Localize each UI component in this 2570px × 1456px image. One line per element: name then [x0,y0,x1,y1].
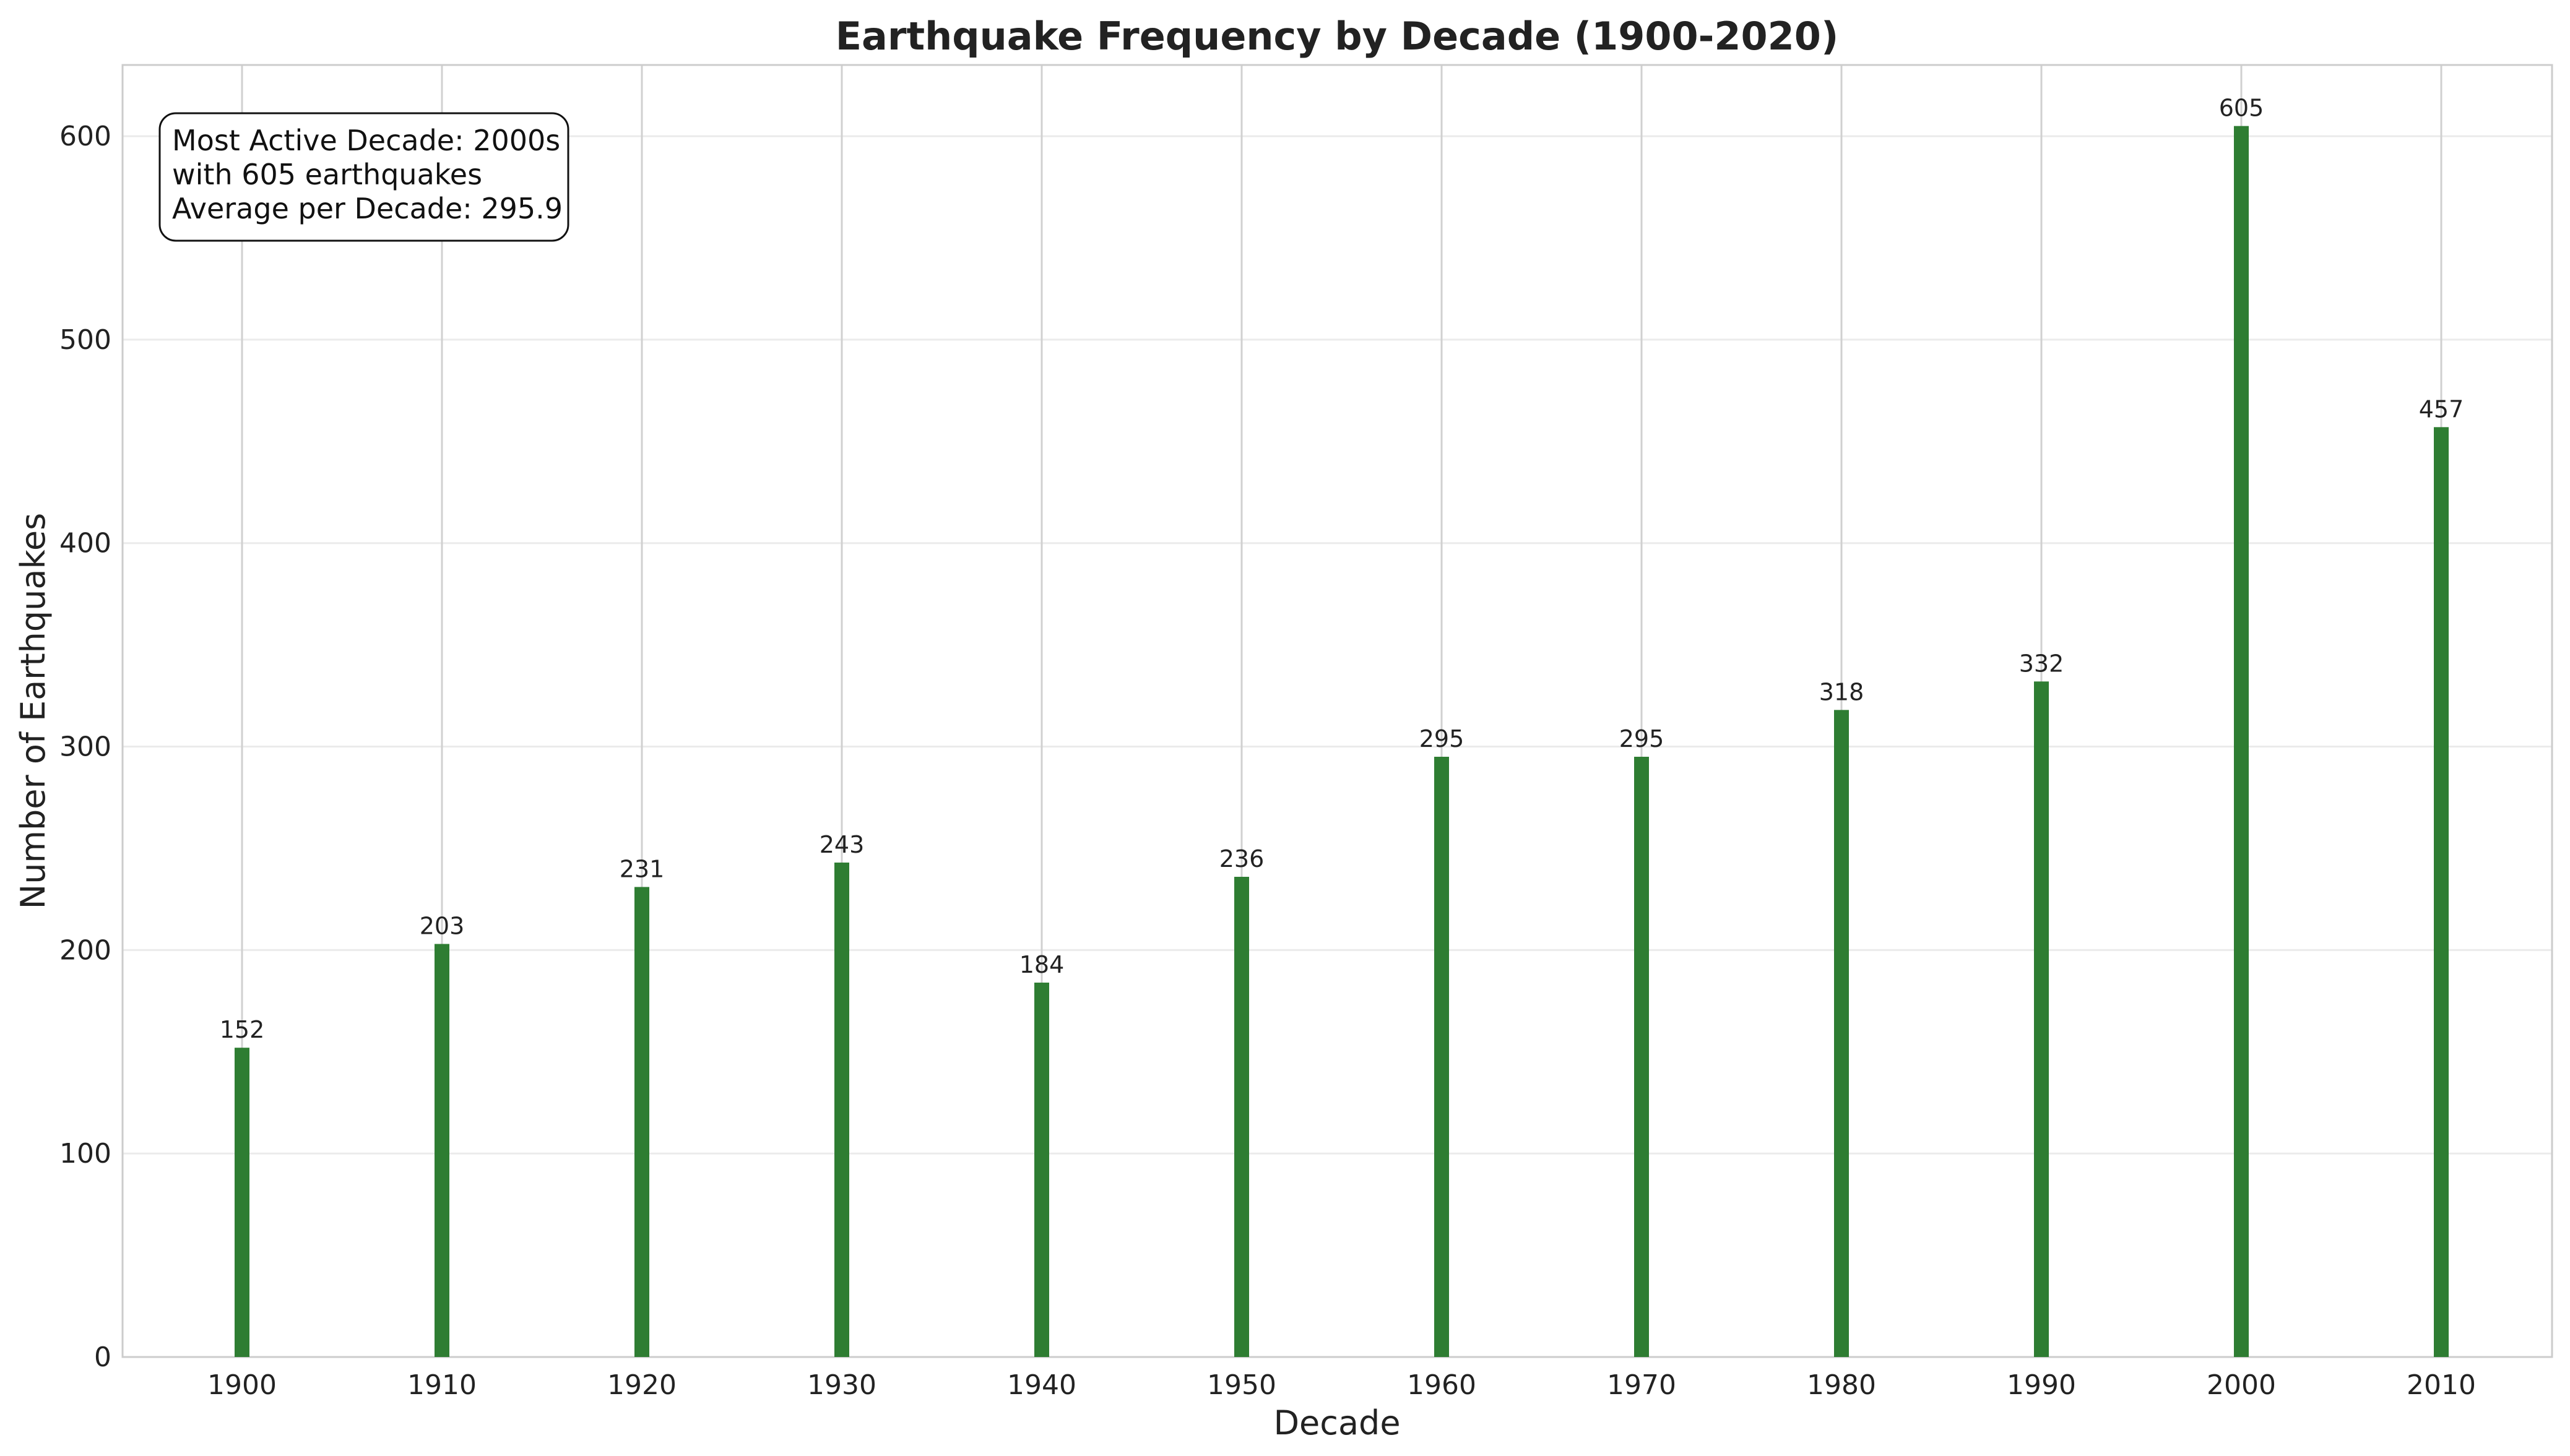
x-axis-label: Decade [1273,1403,1400,1442]
data-label: 184 [1019,951,1065,978]
bars [235,126,2449,1358]
annotation-frame [158,112,569,242]
chart-title: Earthquake Frequency by Decade (1900-202… [836,14,1839,59]
bar [235,1048,249,1357]
data-label: 203 [420,912,465,939]
x-tick-label: 1950 [1207,1369,1276,1401]
x-tick-label: 1900 [207,1369,277,1401]
y-tick-label: 100 [59,1138,111,1170]
x-tick-label: 1990 [2007,1369,2076,1401]
bar [1634,756,1649,1357]
y-tick-label: 0 [94,1342,111,1373]
bar [2034,681,2049,1357]
x-tick-label: 1980 [1807,1369,1876,1401]
data-label: 318 [1819,678,1864,705]
data-label: 457 [2419,395,2464,423]
y-tick-label: 200 [59,934,111,966]
x-tick-label: 1940 [1007,1369,1076,1401]
data-label: 332 [2019,650,2064,677]
y-axis-ticks: 0 100 200 300 400 500 600 [59,121,111,1373]
x-tick-label: 1910 [407,1369,477,1401]
data-label: 295 [1619,725,1664,752]
x-tick-label: 1960 [1407,1369,1476,1401]
annotation-box: Most Active Decade: 2000s with 605 earth… [158,112,569,242]
bar [435,944,449,1357]
plot-frame [121,64,2553,1358]
plot-background [123,65,2552,1357]
bar [1234,876,1249,1357]
x-axis-ticks: 1900 1910 1920 1930 1940 1950 1960 1970 1980 1990… [207,1369,2476,1401]
x-tick-label: 1970 [1607,1369,1676,1401]
y-tick-label: 300 [59,731,111,763]
bar [2234,126,2249,1358]
x-tick-label: 1930 [807,1369,876,1401]
bar [1834,710,1849,1357]
annotation-line-1: Most Active Decade: 2000s [172,124,560,157]
x-tick-label: 2010 [2407,1369,2476,1401]
x-tick-label: 1920 [607,1369,677,1401]
y-tick-label: 400 [59,528,111,559]
data-labels: 152 203 231 243 184 236 295 295 318 332 605 457 [220,95,2464,1044]
data-label: 243 [820,831,865,858]
annotation-line-2: with 605 earthquakes [172,158,482,191]
data-label: 152 [220,1016,265,1043]
bar [634,887,649,1357]
data-label: 605 [2219,95,2264,122]
data-label: 231 [620,855,665,882]
annotation-line-3: Average per Decade: 295.9 [172,192,563,225]
data-label: 236 [1219,845,1265,872]
x-tick-label: 2000 [2207,1369,2276,1401]
y-tick-label: 600 [59,121,111,152]
y-axis-label: Number of Earthquakes [14,513,53,909]
data-label: 295 [1419,725,1465,752]
bar [1434,756,1449,1357]
y-tick-label: 500 [59,324,111,356]
bar [1034,982,1049,1357]
bar [834,862,849,1357]
bar [2434,427,2449,1357]
